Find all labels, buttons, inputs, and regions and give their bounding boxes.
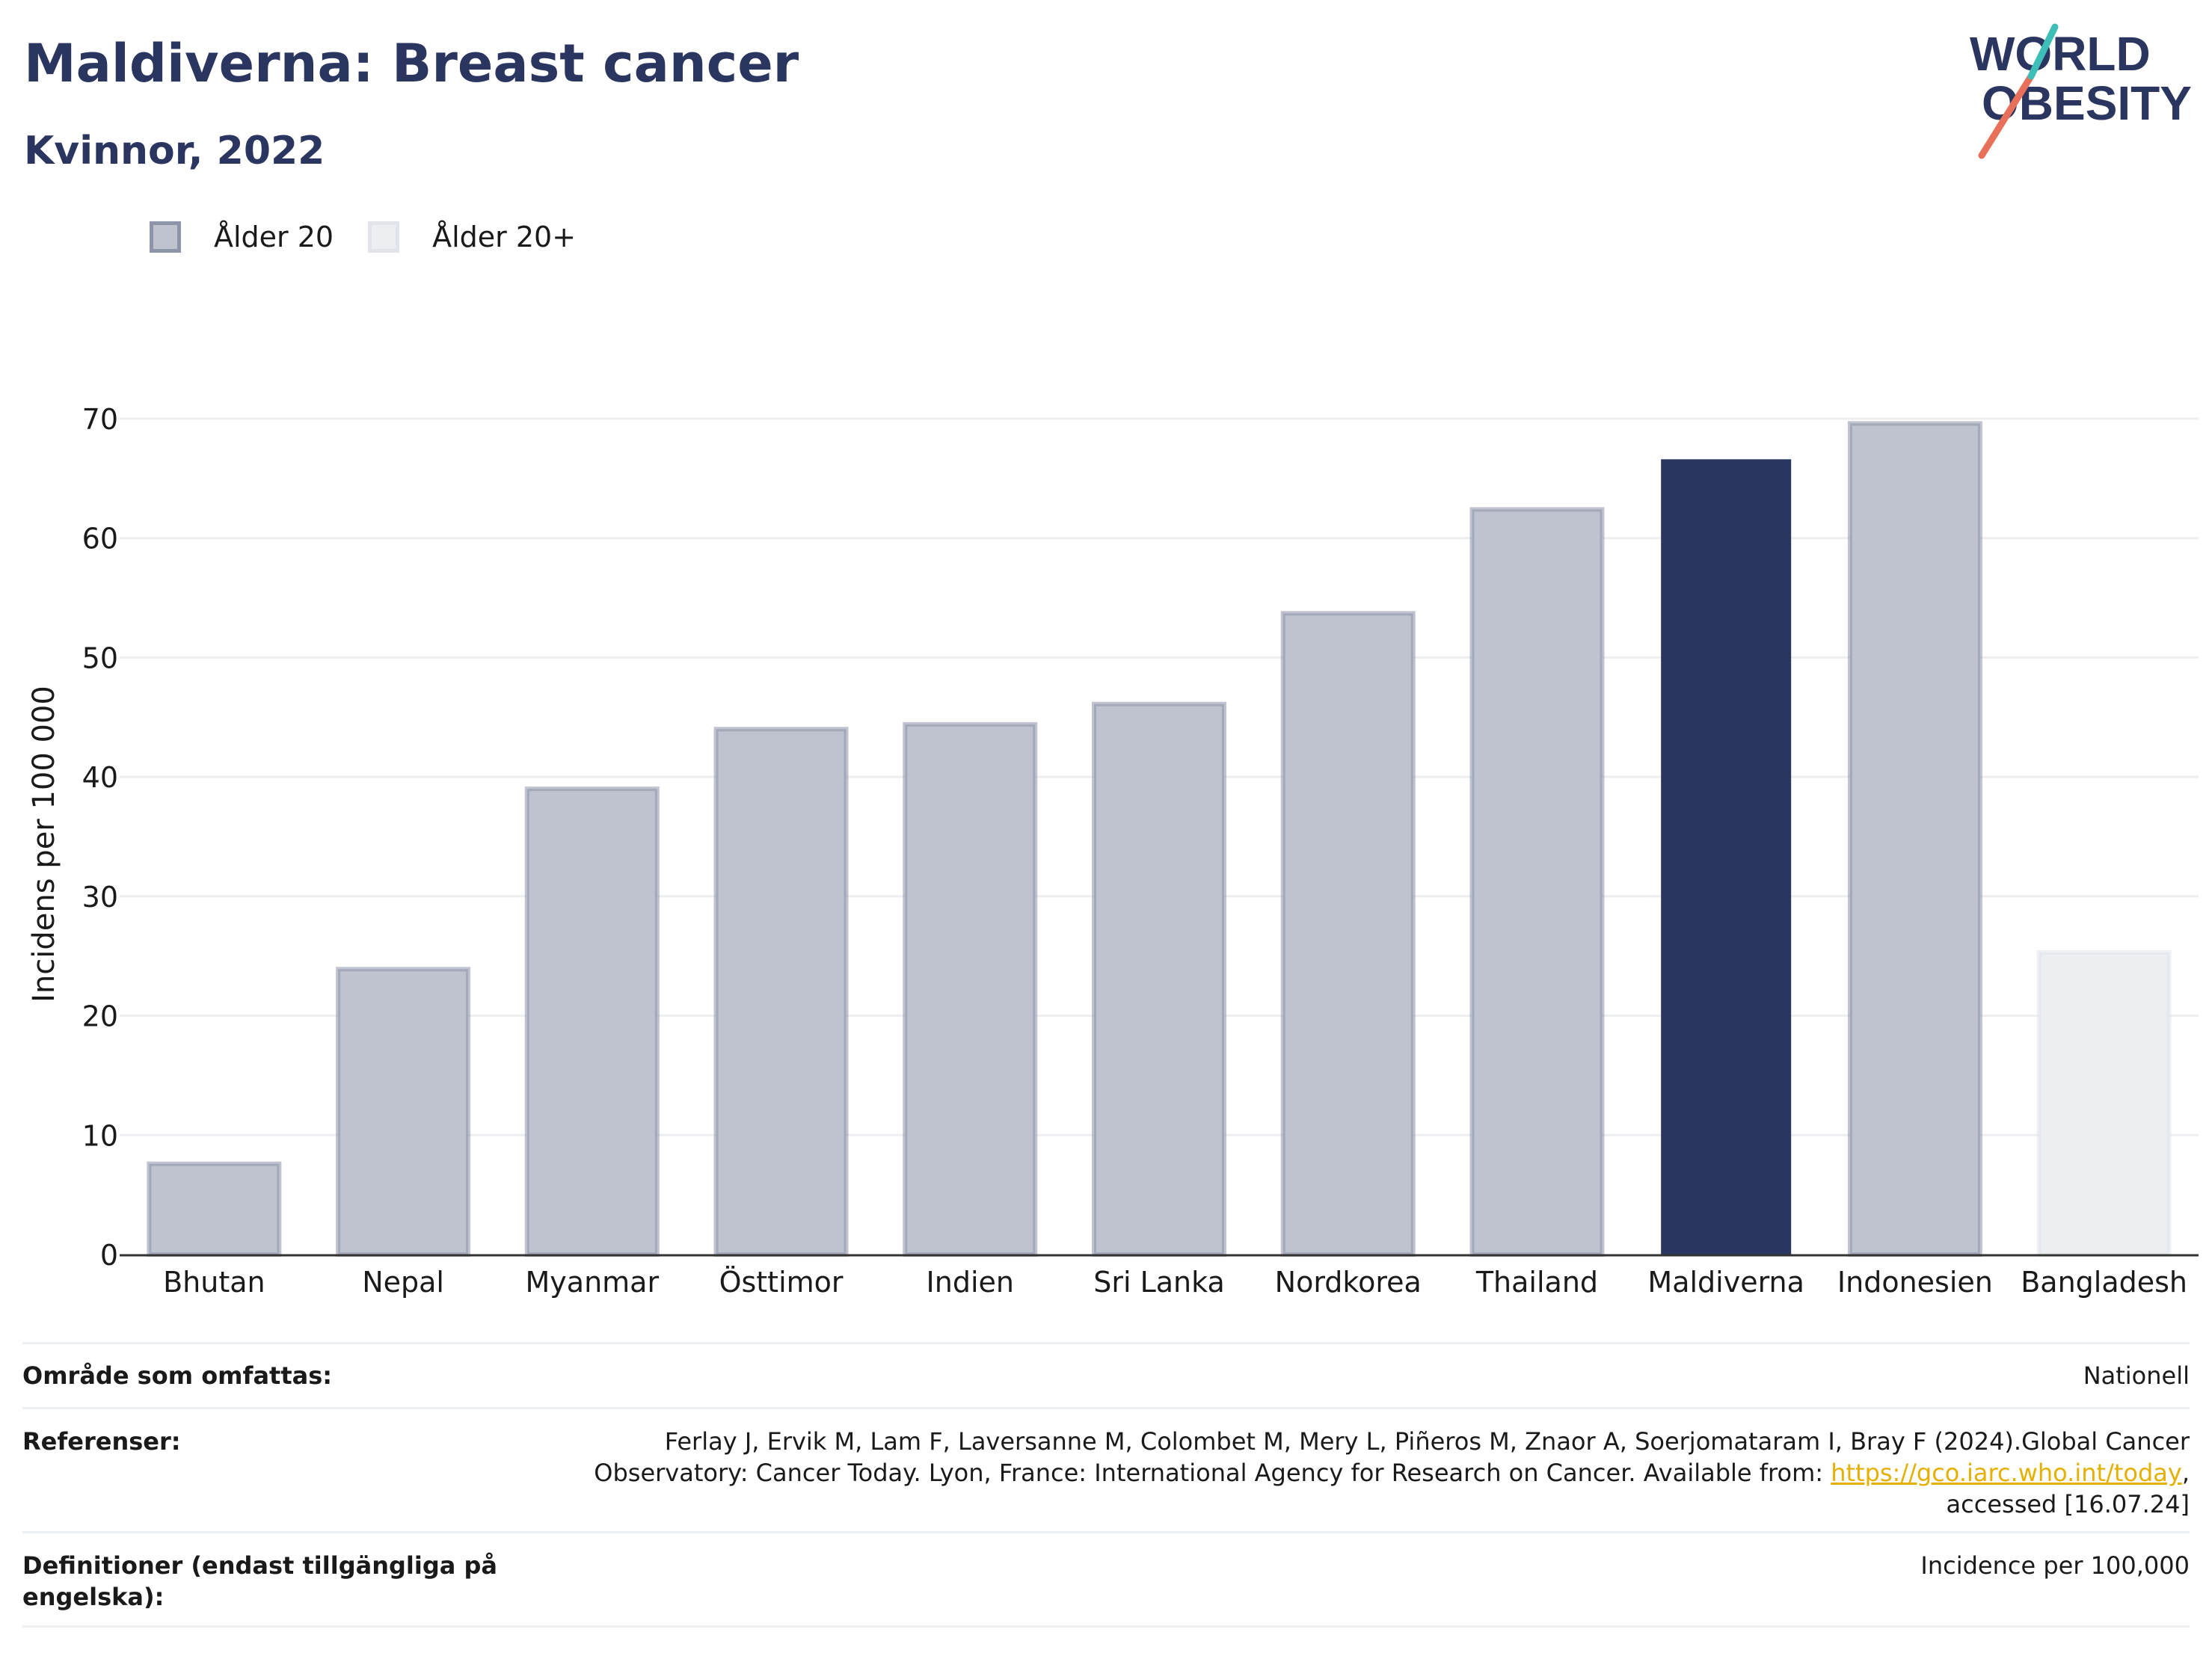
y-tick-label: 30 bbox=[82, 881, 118, 914]
legend-item-age20[interactable]: Ålder 20 bbox=[150, 221, 334, 253]
y-tick-label: 50 bbox=[82, 641, 118, 674]
x-tick-label: Nepal bbox=[362, 1266, 444, 1299]
coverage-value: Nationell bbox=[2083, 1361, 2190, 1390]
references-tail: , accessed [16.07.24] bbox=[1946, 1459, 2190, 1518]
references-link[interactable]: https://gco.iarc.who.int/today bbox=[1831, 1459, 2182, 1487]
info-row-definitions: Definitioner (endast tillgängliga på eng… bbox=[22, 1531, 2190, 1625]
y-tick-label: 40 bbox=[82, 761, 118, 794]
bar-chart: 0 10 20 30 40 50 60 70 Bhutan Nepal Myanmar Östtim… bbox=[27, 403, 2199, 1299]
bars bbox=[147, 421, 2172, 1258]
x-tick-label: Bhutan bbox=[163, 1266, 265, 1299]
y-tick-label: 10 bbox=[82, 1119, 118, 1152]
x-tick-label: Thailand bbox=[1475, 1266, 1598, 1299]
bar-sri-lanka[interactable] bbox=[1092, 701, 1226, 1257]
bar-nepal[interactable] bbox=[336, 967, 471, 1257]
bar-bangladesh[interactable] bbox=[2036, 949, 2172, 1257]
references-label: Referenser: bbox=[22, 1427, 181, 1456]
coverage-label: Område som omfattas: bbox=[22, 1361, 333, 1390]
world-obesity-logo: WORLD OBESITY bbox=[1970, 23, 2192, 159]
references-text: Ferlay J, Ervik M, Lam F, Laversanne M, … bbox=[594, 1427, 2190, 1487]
info-row-references: Referenser: Ferlay J, Ervik M, Lam F, La… bbox=[22, 1407, 2190, 1531]
definitions-label: Definitioner (endast tillgängliga på eng… bbox=[22, 1551, 497, 1611]
logo-line1: WORLD bbox=[1970, 27, 2151, 81]
info-bottom-border bbox=[22, 1625, 2190, 1628]
info-row-coverage: Område som omfattas: Nationell bbox=[22, 1342, 2190, 1407]
x-tick-label: Maldiverna bbox=[1647, 1266, 1804, 1299]
x-tick-label: Bangladesh bbox=[2021, 1266, 2187, 1299]
bar-östtimor[interactable] bbox=[713, 727, 849, 1257]
bar-indien[interactable] bbox=[903, 721, 1038, 1257]
bar-nordkorea[interactable] bbox=[1280, 611, 1416, 1257]
x-tick-label: Indonesien bbox=[1837, 1266, 1993, 1299]
y-tick-label: 70 bbox=[82, 403, 118, 436]
y-axis-label: Incidens per 100 000 bbox=[27, 686, 61, 1003]
x-tick-label: Sri Lanka bbox=[1093, 1266, 1225, 1299]
y-axis-ticks: 0 10 20 30 40 50 60 70 bbox=[82, 403, 118, 1272]
bar-myanmar[interactable] bbox=[524, 787, 660, 1257]
references-value: Ferlay J, Ervik M, Lam F, Laversanne M, … bbox=[589, 1426, 2190, 1531]
x-tick-label: Myanmar bbox=[526, 1266, 660, 1299]
x-tick-label: Indien bbox=[927, 1266, 1014, 1299]
definitions-value: Incidence per 100,000 bbox=[1920, 1551, 2190, 1580]
x-tick-label: Nordkorea bbox=[1275, 1266, 1422, 1299]
bar-maldiverna[interactable] bbox=[1661, 459, 1792, 1255]
y-tick-label: 0 bbox=[100, 1239, 118, 1272]
legend: Ålder 20 Ålder 20+ bbox=[150, 221, 610, 253]
bar-thailand[interactable] bbox=[1469, 507, 1605, 1257]
y-tick-label: 20 bbox=[82, 1000, 118, 1033]
legend-label-age20plus: Ålder 20+ bbox=[432, 221, 577, 253]
bar-indonesien[interactable] bbox=[1847, 421, 1982, 1257]
chart-title: Maldiverna: Breast cancer bbox=[24, 33, 799, 94]
legend-swatch-age20plus bbox=[368, 221, 400, 253]
legend-item-age20plus[interactable]: Ålder 20+ bbox=[368, 221, 576, 253]
x-axis-ticks: Bhutan Nepal Myanmar Östtimor Indien Sri Lank… bbox=[163, 1266, 2187, 1299]
y-tick-label: 60 bbox=[82, 523, 118, 555]
legend-label-age20: Ålder 20 bbox=[214, 221, 334, 253]
x-tick-label: Östtimor bbox=[719, 1266, 844, 1299]
bar-bhutan[interactable] bbox=[147, 1161, 282, 1258]
legend-swatch-age20 bbox=[150, 221, 181, 253]
info-table: Område som omfattas: Nationell Referense… bbox=[22, 1342, 2190, 1628]
chart-subtitle: Kvinnor, 2022 bbox=[24, 129, 325, 173]
